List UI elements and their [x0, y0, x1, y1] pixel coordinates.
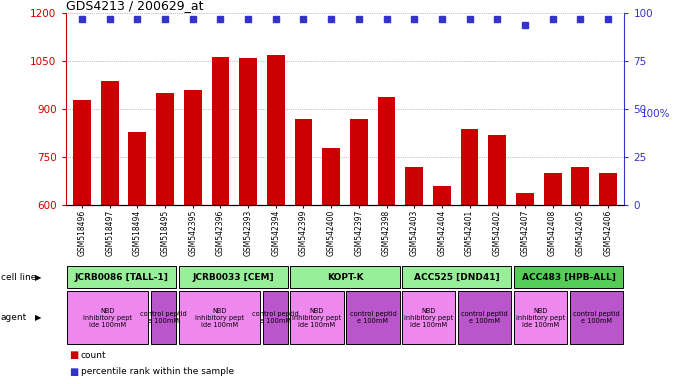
Bar	[267, 55, 285, 205]
Text: ■: ■	[69, 366, 78, 377]
Bar	[128, 132, 146, 205]
Text: JCRB0086 [TALL-1]: JCRB0086 [TALL-1]	[75, 273, 168, 282]
Text: GDS4213 / 200629_at: GDS4213 / 200629_at	[66, 0, 203, 12]
Bar	[460, 129, 478, 205]
Bar	[322, 148, 340, 205]
Text: JCRB0033 [CEM]: JCRB0033 [CEM]	[193, 273, 274, 282]
Text: count: count	[81, 351, 106, 360]
Text: NBD
inhibitory pept
ide 100mM: NBD inhibitory pept ide 100mM	[195, 308, 244, 328]
Bar	[571, 167, 589, 205]
Text: agent: agent	[1, 313, 27, 322]
Bar	[433, 186, 451, 205]
Bar	[212, 56, 230, 205]
Text: NBD
inhibitory pept
ide 100mM: NBD inhibitory pept ide 100mM	[83, 308, 132, 328]
Bar	[73, 100, 91, 205]
Bar	[489, 135, 506, 205]
Text: control peptid
e 100mM: control peptid e 100mM	[252, 311, 299, 324]
Text: NBD
inhibitory pept
ide 100mM: NBD inhibitory pept ide 100mM	[516, 308, 565, 328]
Bar	[544, 174, 562, 205]
Text: cell line: cell line	[1, 273, 36, 282]
Text: control peptid
e 100mM: control peptid e 100mM	[462, 311, 508, 324]
Text: control peptid
e 100mM: control peptid e 100mM	[573, 311, 620, 324]
Text: ▶: ▶	[34, 313, 41, 322]
Bar	[599, 174, 617, 205]
Bar	[516, 193, 534, 205]
Bar	[239, 58, 257, 205]
Text: ACC483 [HPB-ALL]: ACC483 [HPB-ALL]	[522, 273, 615, 282]
Text: KOPT-K: KOPT-K	[326, 273, 364, 282]
Bar	[350, 119, 368, 205]
Bar	[184, 90, 201, 205]
Bar	[295, 119, 313, 205]
Text: ■: ■	[69, 350, 78, 360]
Text: control peptid
e 100mM: control peptid e 100mM	[140, 311, 187, 324]
Y-axis label: 100%: 100%	[641, 109, 671, 119]
Text: NBD
inhibitory pept
ide 100mM: NBD inhibitory pept ide 100mM	[293, 308, 342, 328]
Text: control peptid
e 100mM: control peptid e 100mM	[350, 311, 396, 324]
Bar	[405, 167, 423, 205]
Bar	[156, 93, 174, 205]
Text: NBD
inhibitory pept
ide 100mM: NBD inhibitory pept ide 100mM	[404, 308, 453, 328]
Text: ACC525 [DND41]: ACC525 [DND41]	[414, 273, 500, 282]
Bar	[377, 97, 395, 205]
Text: percentile rank within the sample: percentile rank within the sample	[81, 367, 234, 376]
Text: ▶: ▶	[34, 273, 41, 282]
Bar	[101, 81, 119, 205]
